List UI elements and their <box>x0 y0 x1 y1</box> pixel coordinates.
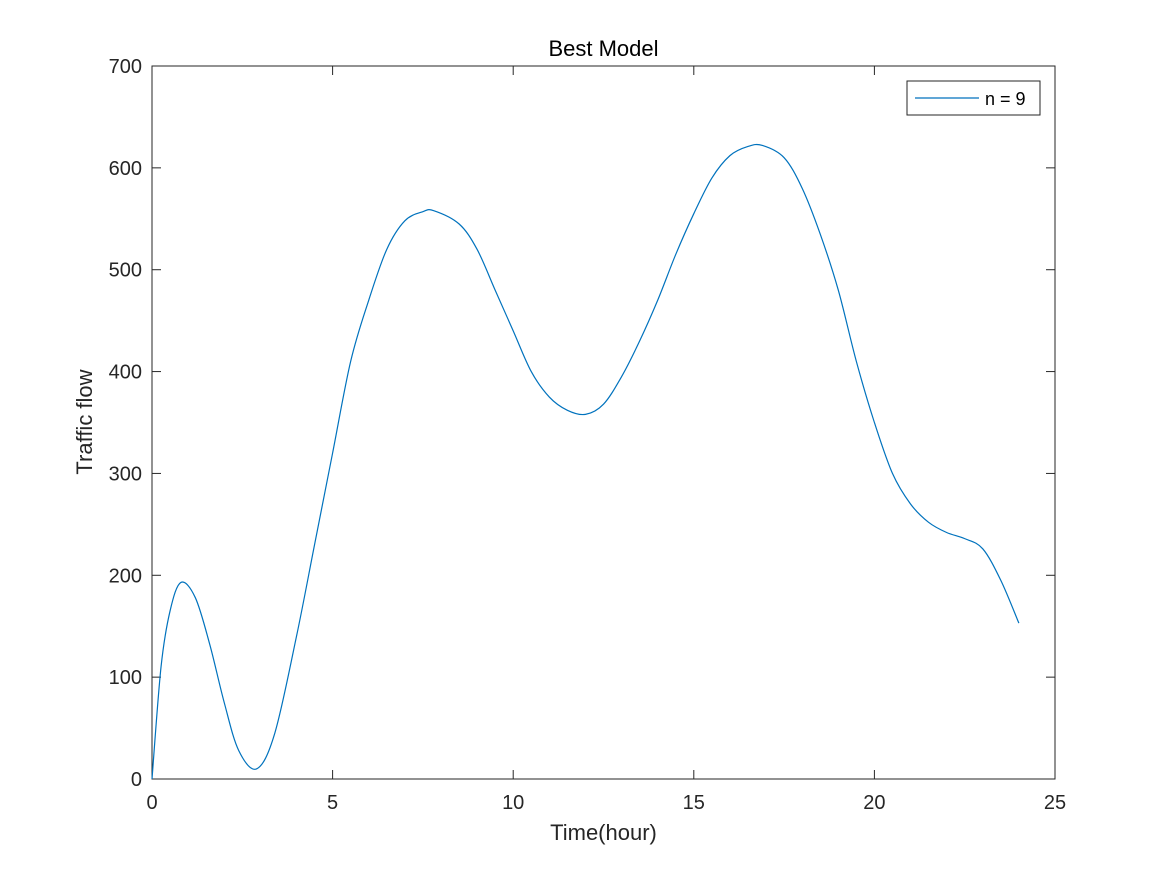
y-tick-label: 300 <box>109 463 142 485</box>
legend: n = 9 <box>906 80 1041 116</box>
y-tick-label: 200 <box>109 565 142 587</box>
legend-label-n-9: n = 9 <box>985 89 1026 109</box>
plot-area <box>151 65 1056 780</box>
chart-title: Best Model <box>548 36 658 61</box>
x-tick-label: 15 <box>683 792 705 814</box>
y-tick-label: 500 <box>109 260 142 282</box>
x-tick-label: 0 <box>146 792 157 814</box>
y-tick-label: 600 <box>109 158 142 180</box>
x-tick-label: 10 <box>502 792 524 814</box>
y-axis-ticks: 0 100 200 300 400 500 600 700 <box>109 56 1055 791</box>
y-axis-label: Traffic flow <box>72 369 97 474</box>
x-axis-label: Time(hour) <box>550 820 657 845</box>
y-tick-label: 700 <box>109 56 142 78</box>
x-tick-label: 20 <box>863 792 885 814</box>
series-line-n-9 <box>151 143 1020 780</box>
x-axis-ticks: 0 5 10 15 20 25 <box>146 66 1066 814</box>
y-tick-label: 100 <box>109 667 142 689</box>
x-tick-label: 25 <box>1044 792 1066 814</box>
y-tick-label: 0 <box>131 769 142 791</box>
y-tick-label: 400 <box>109 362 142 384</box>
x-tick-label: 5 <box>327 792 338 814</box>
